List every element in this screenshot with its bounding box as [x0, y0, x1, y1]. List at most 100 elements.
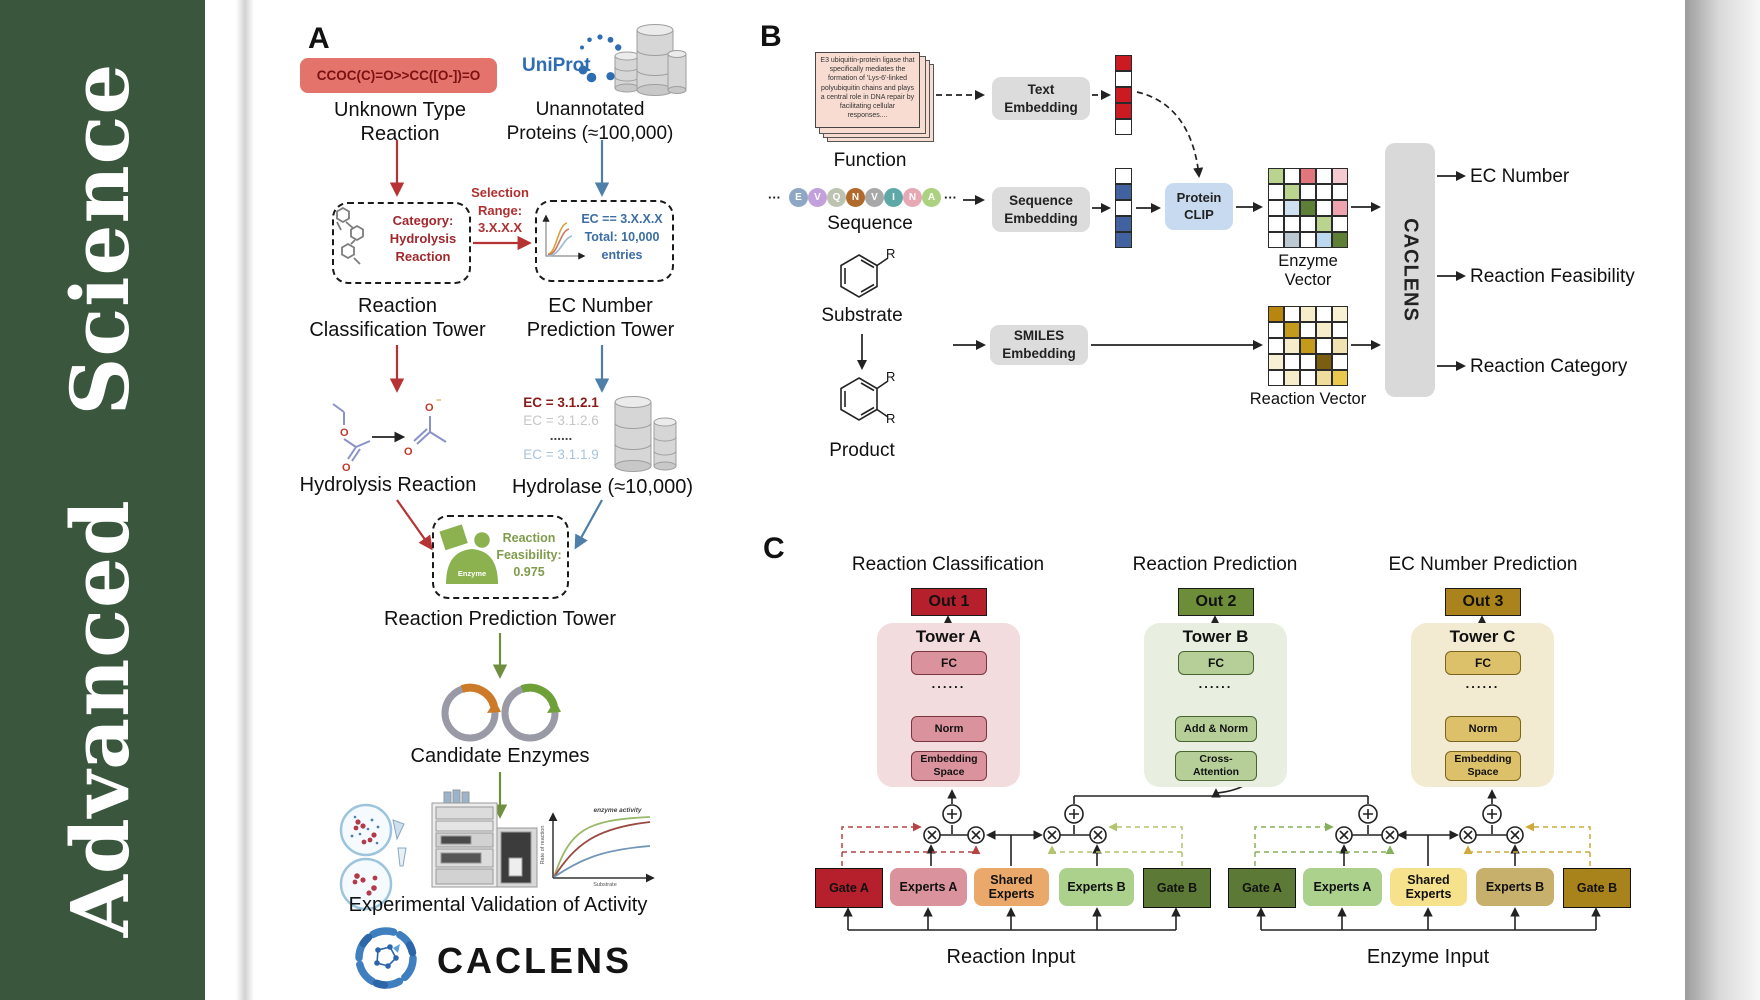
sequence-embedding-box: Sequence Embedding	[992, 187, 1090, 232]
vector-cell	[1268, 184, 1284, 200]
vector-cell	[1268, 338, 1284, 354]
enzyme-experts-a: Experts A	[1303, 868, 1382, 906]
panelA-label: A	[308, 22, 330, 55]
vector-cell	[1268, 370, 1284, 386]
function-card: E3 ubiquitin-protein ligase that specifi…	[815, 52, 920, 128]
vector-cell	[1268, 354, 1284, 370]
vector-cell	[1284, 370, 1300, 386]
feasibility-text: Reaction Feasibility: 0.975	[496, 531, 562, 579]
residue-ellipsis-right: ···	[944, 190, 957, 205]
tower-c-norm: Norm	[1445, 716, 1521, 742]
hydrolase-label: Hydrolase (≈10,000)	[511, 476, 694, 498]
reaction-vector-label: Reaction Vector	[1249, 390, 1367, 408]
vector-cell	[1284, 322, 1300, 338]
tower-b-crossattention: Cross- Attention	[1175, 751, 1257, 781]
reaction-input-label: Reaction Input	[946, 946, 1076, 968]
sequence-embedding-vector	[1115, 168, 1132, 248]
tower-c-embedding: Embedding Space	[1445, 751, 1521, 781]
enzyme-input-label: Enzyme Input	[1366, 946, 1490, 968]
vector-cell	[1316, 168, 1332, 184]
vector-cell	[1332, 322, 1348, 338]
reaction-molecule-atoms: O O O − O	[340, 395, 441, 474]
activity-chart-title: enzyme activity	[593, 807, 642, 814]
vector-cell	[1300, 322, 1316, 338]
vector-cell	[1316, 232, 1332, 248]
petri-dish-icons	[339, 803, 407, 911]
function-label: Function	[833, 150, 907, 171]
vector-cell	[1332, 216, 1348, 232]
panelC-gate-dashes	[841, 822, 1591, 866]
heading-reaction-classification: Reaction Classification	[851, 554, 1045, 575]
ec-dashed-box	[535, 200, 674, 282]
vector-cell	[1284, 354, 1300, 370]
page-left-shadow	[236, 0, 254, 1000]
reaction-experts-b: Experts B	[1059, 868, 1134, 906]
feasibility-dashed-box	[432, 515, 569, 599]
vector-cell	[1316, 370, 1332, 386]
vector-cell	[1316, 200, 1332, 216]
panelC-operators	[923, 804, 1524, 844]
journal-sidebar: Advanced Science	[0, 0, 205, 1000]
ec-list-1: EC = 3.1.2.1	[523, 395, 599, 410]
vector-cell	[1300, 306, 1316, 322]
page-right-shadow	[1685, 0, 1760, 1000]
protein-clip-box: Protein CLIP	[1165, 183, 1233, 230]
activity-chart-ylabel: Rate of reaction	[540, 825, 546, 865]
reaction-molecules	[332, 403, 447, 462]
plasmid-icons	[441, 683, 561, 742]
residue-bubble: V	[808, 188, 827, 207]
residue-ellipsis-left: ···	[768, 190, 781, 205]
ec-list-dots: ......	[549, 428, 573, 443]
vector-cell	[1284, 216, 1300, 232]
reaction-gate-b: Gate B	[1143, 868, 1211, 908]
enzyme-blob-label: Enzyme	[457, 569, 487, 578]
tower-a-embedding: Embedding Space	[911, 751, 987, 781]
caclens-bar-label: CACLENS	[1399, 218, 1422, 322]
activity-chart-xlabel: Substrate	[593, 882, 617, 888]
tower-b-fc: FC	[1178, 651, 1254, 675]
enzyme-experts-b: Experts B	[1476, 868, 1554, 906]
uniprot-text: UniProt	[522, 55, 591, 76]
reaction-gate-a: Gate A	[815, 868, 883, 908]
vector-cell	[1316, 338, 1332, 354]
caclens-bar: CACLENS	[1385, 143, 1435, 397]
tower-b-title: Tower B	[1182, 627, 1249, 646]
vector-cell	[1115, 103, 1132, 119]
vector-cell	[1316, 306, 1332, 322]
vector-cell	[1284, 200, 1300, 216]
residue-bubble: I	[884, 188, 903, 207]
benzene-substrate	[840, 254, 889, 298]
caclens-wordmark: CACLENS	[437, 940, 633, 981]
svg-text:O: O	[425, 402, 434, 414]
vector-cell	[1115, 87, 1132, 103]
vector-cell	[1332, 168, 1348, 184]
enzyme-gate-a: Gate A	[1228, 868, 1296, 908]
smiles-embedding-box: SMILES Embedding	[990, 325, 1088, 365]
vector-cell	[1268, 216, 1284, 232]
enzyme-vector-label: Enzyme Vector	[1278, 252, 1338, 289]
output-reaction-feasibility: Reaction Feasibility	[1470, 266, 1635, 287]
ec-list-3: EC = 3.1.1.9	[523, 447, 599, 462]
vector-cell	[1300, 338, 1316, 354]
unknown-reaction-label: Unknown Type Reaction	[334, 99, 466, 145]
ec-curves-icon	[542, 214, 586, 260]
classification-dashed-box	[332, 202, 471, 284]
tower-c-dots: ......	[1465, 676, 1500, 691]
vector-cell	[1332, 232, 1348, 248]
selection-range-label: Selection Range: 3.X.X.X	[471, 185, 529, 236]
residue-bubble: A	[922, 188, 941, 207]
vector-cell	[1115, 200, 1132, 216]
activity-chart	[548, 812, 655, 883]
substrate-r-label: R	[886, 246, 896, 261]
out1-box: Out 1	[911, 588, 987, 616]
vector-cell	[1284, 168, 1300, 184]
reaction-experts-a: Experts A	[890, 868, 967, 906]
validation-label: Experimental Validation of Activity	[348, 894, 648, 916]
svg-text:−: −	[436, 395, 441, 405]
text-embedding-box: Text Embedding	[992, 77, 1090, 120]
product-label: Product	[829, 440, 895, 461]
smiles-pill: CCOC(C)=O>>CC([O-])=O	[300, 58, 497, 93]
vector-cell	[1284, 338, 1300, 354]
database-icon-unannotated	[614, 24, 687, 96]
vector-cell	[1115, 184, 1132, 200]
